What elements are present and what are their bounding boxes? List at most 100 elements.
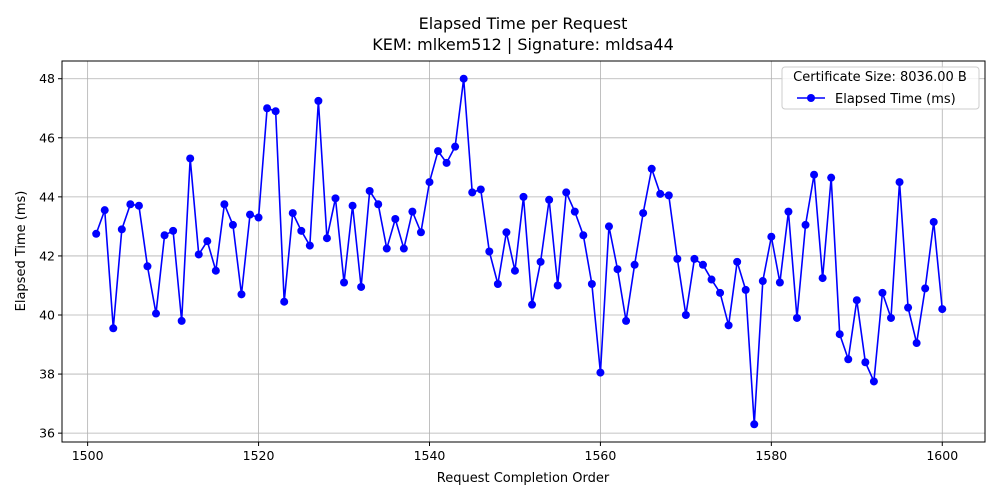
data-point xyxy=(160,231,169,240)
data-point xyxy=(844,355,853,364)
x-tick-label: 1520 xyxy=(243,448,275,463)
data-point xyxy=(929,217,938,226)
data-point xyxy=(895,178,904,187)
chart-title: Elapsed Time per Request xyxy=(419,14,628,33)
x-tick-label: 1540 xyxy=(414,448,446,463)
data-point xyxy=(152,309,161,318)
data-point xyxy=(109,324,118,333)
data-point xyxy=(365,186,374,195)
data-point xyxy=(416,228,425,237)
data-point xyxy=(485,247,494,256)
data-point xyxy=(263,104,272,113)
data-point xyxy=(536,257,545,266)
data-point xyxy=(784,207,793,216)
data-point xyxy=(647,164,656,173)
data-point xyxy=(194,250,203,259)
data-point xyxy=(374,200,383,209)
data-point xyxy=(134,201,143,210)
data-point xyxy=(468,188,477,197)
data-point xyxy=(126,200,135,209)
data-point xyxy=(510,266,519,275)
data-point xyxy=(169,226,178,235)
data-point xyxy=(758,277,767,286)
data-point xyxy=(502,228,511,237)
data-point xyxy=(622,316,631,325)
data-point xyxy=(639,209,648,218)
data-point xyxy=(792,313,801,322)
data-point xyxy=(322,234,331,243)
y-tick-label: 48 xyxy=(39,71,55,86)
data-point xyxy=(656,189,665,198)
data-point xyxy=(228,220,237,229)
data-point xyxy=(724,321,733,330)
data-point xyxy=(604,222,613,231)
data-point xyxy=(698,260,707,269)
data-point xyxy=(348,201,357,210)
data-point xyxy=(938,305,947,314)
data-point xyxy=(562,188,571,197)
data-point xyxy=(852,296,861,305)
data-point xyxy=(246,210,255,219)
data-point xyxy=(434,147,443,156)
data-point xyxy=(100,206,109,215)
data-point xyxy=(587,279,596,288)
y-tick-label: 40 xyxy=(39,308,55,323)
data-point xyxy=(459,74,468,83)
x-tick-label: 1500 xyxy=(72,448,104,463)
data-point xyxy=(177,316,186,325)
data-point xyxy=(331,194,340,203)
data-point xyxy=(305,241,314,250)
data-point xyxy=(716,288,725,297)
data-point xyxy=(707,275,716,284)
data-point xyxy=(553,281,562,290)
data-point xyxy=(357,282,366,291)
data-point xyxy=(314,96,323,105)
legend: Certificate Size: 8036.00 B Elapsed Time… xyxy=(781,66,980,110)
data-point xyxy=(579,231,588,240)
data-point xyxy=(280,297,289,306)
series-points xyxy=(92,74,947,429)
data-point xyxy=(570,207,579,216)
data-point xyxy=(733,257,742,266)
plot-frame xyxy=(61,60,986,443)
data-point xyxy=(613,265,622,274)
data-point xyxy=(835,330,844,339)
data-point xyxy=(391,215,400,224)
x-tick-label: 1580 xyxy=(755,448,787,463)
data-point xyxy=(630,260,639,269)
data-point xyxy=(425,178,434,187)
data-point xyxy=(861,358,870,367)
data-point xyxy=(869,377,878,386)
chart-subtitle: KEM: mlkem512 | Signature: mldsa44 xyxy=(372,35,674,54)
legend-title: Certificate Size: 8036.00 B xyxy=(793,70,967,85)
data-point xyxy=(288,209,297,218)
data-point xyxy=(673,254,682,263)
data-point xyxy=(775,278,784,287)
data-point xyxy=(664,191,673,200)
y-tick-label: 42 xyxy=(39,248,55,263)
y-axis-label: Elapsed Time (ms) xyxy=(14,191,29,312)
data-point xyxy=(519,192,528,201)
data-point xyxy=(921,284,930,293)
legend-box xyxy=(781,66,980,110)
data-point xyxy=(340,278,349,287)
data-point xyxy=(801,220,810,229)
x-tick-label: 1600 xyxy=(926,448,958,463)
data-point xyxy=(186,154,195,163)
data-point xyxy=(750,420,759,429)
data-point xyxy=(741,285,750,294)
data-point xyxy=(117,225,126,234)
y-tick-label: 36 xyxy=(39,426,55,441)
x-tick-label: 1560 xyxy=(585,448,617,463)
y-tick-label: 44 xyxy=(39,189,55,204)
data-point xyxy=(399,244,408,253)
data-point xyxy=(271,107,280,116)
axis-ticks: 1500 1520 1540 1560 1580 1600 36 38 40 42 44 46 48 xyxy=(39,71,958,463)
data-point xyxy=(545,195,554,204)
data-point xyxy=(810,170,819,179)
data-point xyxy=(143,262,152,271)
data-point xyxy=(254,213,263,222)
series-line xyxy=(95,78,944,425)
data-point xyxy=(528,300,537,309)
